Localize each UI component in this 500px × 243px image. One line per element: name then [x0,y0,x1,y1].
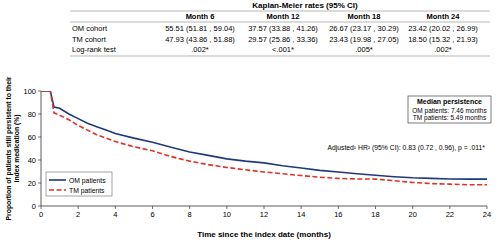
table-title: Kaplan-Meier rates (95% CI) [252,1,358,10]
x-tick-label: 16 [334,210,342,219]
x-tick [115,206,116,209]
x-tick-label: 20 [408,210,416,219]
table-cell: 37.57 (33.88 , 41.26) [248,24,318,33]
x-tick-label: 18 [371,210,379,219]
x-tick [226,206,227,209]
x-tick [264,206,265,209]
x-tick [152,206,153,209]
legend-swatch [49,179,66,181]
legend-label: OM patients [69,177,106,185]
table-row-label: Log-rank test [72,45,117,54]
table-cell: 23.43 (19.98 , 27.05) [329,35,399,44]
x-tick-label: 10 [223,210,231,219]
x-tick [375,206,376,209]
median-line: TM patients: 5.49 months [413,114,487,122]
table-cell: 47.93 (43.86 , 51.88) [165,35,235,44]
table-rule [70,56,490,57]
table-row-label: OM cohort [72,24,108,33]
table-cell: 18.50 (15.32 , 21.93) [408,35,478,44]
y-tick-label: 100 [23,87,36,96]
table-header: Month 12 [267,12,300,21]
legend-swatch [49,189,66,191]
y-tick [38,137,41,138]
table-cell: 26.67 (23.17 , 30.29) [329,24,399,33]
legend-box [46,172,112,196]
x-axis [41,206,487,207]
y-tick-label: 40 [28,156,36,165]
x-tick-label: 14 [297,210,305,219]
y-tick-label: 0 [32,202,36,211]
y-tick [38,183,41,184]
x-tick [189,206,190,209]
y-axis [41,91,42,206]
legend-label: TM patients [69,187,105,195]
y-tick [38,114,41,115]
y-tick [38,91,41,92]
y-axis-label: Proportion of patients still persistent … [5,76,13,220]
x-tick [41,206,42,209]
table-cell: 29.57 (25.86 , 33.36) [248,35,318,44]
y-tick-label: 80 [28,110,36,119]
annotation: Adjusted¹ HR² (95% CI): 0.83 (0.72 , 0.9… [327,144,485,152]
y-tick-label: 20 [28,179,36,188]
x-axis-label: Time since the index date (months) [197,230,331,239]
km-curve [41,91,487,179]
x-tick-label: 22 [446,210,454,219]
median-title: Median persistence [417,98,482,106]
x-tick-label: 6 [150,210,154,219]
x-tick-label: 8 [188,210,192,219]
x-tick [301,206,302,209]
x-tick-label: 0 [39,210,43,219]
x-tick [449,206,450,209]
y-tick [38,160,41,161]
median-box [408,96,491,123]
y-tick-label: 60 [28,133,36,142]
x-tick [338,206,339,209]
table-cell: .002* [434,45,452,54]
y-axis-label: index medication (%) [13,115,21,183]
table-cell: 55.51 (51.81 , 59.04) [165,24,235,33]
x-tick-label: 4 [113,210,117,219]
table-header: Month 18 [348,12,381,21]
x-tick-label: 24 [483,210,491,219]
y-tick [38,206,41,207]
table-cell: .002* [191,45,209,54]
table-header: Month 24 [427,12,461,21]
x-tick-label: 12 [260,210,268,219]
x-tick [412,206,413,209]
x-tick-label: 2 [76,210,80,219]
chart: Kaplan-Meier rates (95% CI) Month 6 Month … [0,0,500,243]
table-cell: <.001* [272,45,294,54]
table-header: Month 6 [186,12,215,21]
x-tick [78,206,79,209]
table-row-label: TM cohort [72,35,107,44]
table-cell: 23.42 (20.02 , 26.99) [408,24,478,33]
x-tick [487,206,488,209]
table-cell: .005* [355,45,373,54]
table-rule [70,22,490,23]
